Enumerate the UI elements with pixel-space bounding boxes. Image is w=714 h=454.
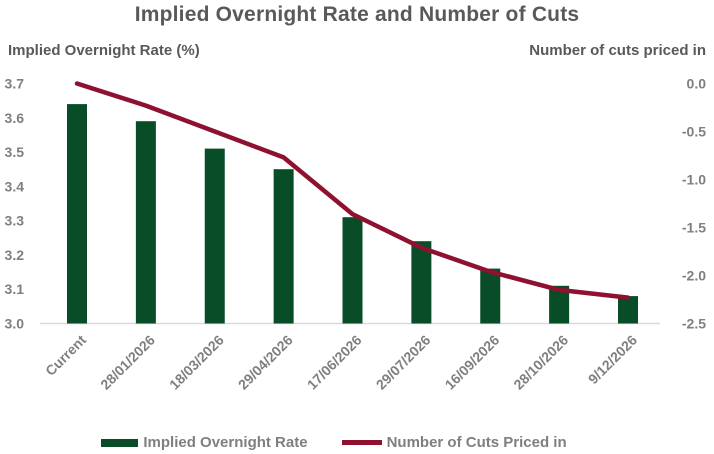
legend-item-bar-series: Implied Overnight Rate bbox=[101, 434, 308, 451]
right-axis-tick-label: -1.0 bbox=[682, 172, 706, 188]
bar bbox=[618, 296, 638, 324]
x-axis-label: 29/07/2026 bbox=[373, 332, 434, 393]
left-axis-tick-label: 3.6 bbox=[5, 110, 25, 126]
left-axis-tick-label: 3.7 bbox=[5, 76, 25, 92]
bar bbox=[549, 285, 570, 324]
chart-title: Implied Overnight Rate and Number of Cut… bbox=[134, 3, 580, 26]
left-axis-tick-label: 3.4 bbox=[5, 178, 25, 194]
line-series bbox=[74, 81, 631, 300]
right-axis-tick-label: -2.5 bbox=[682, 316, 706, 332]
right-axis-tick-label: -1.5 bbox=[682, 220, 706, 236]
left-axis-tick-label: 3.3 bbox=[5, 213, 25, 229]
x-axis-label: 18/03/2026 bbox=[166, 332, 227, 393]
bar bbox=[411, 241, 432, 324]
left-axis-tick-label: 3.2 bbox=[5, 247, 25, 263]
left-axis-title: Implied Overnight Rate (%) bbox=[8, 42, 200, 59]
right-axis-tick-label: -0.5 bbox=[682, 124, 706, 140]
right-axis-tick-label: 0.0 bbox=[687, 76, 707, 92]
legend-label-line-series: Number of Cuts Priced in bbox=[386, 434, 567, 451]
bar bbox=[204, 148, 225, 324]
bar bbox=[480, 268, 501, 324]
line-series-swatch bbox=[341, 440, 382, 445]
bar bbox=[67, 104, 87, 324]
bar-series-swatch bbox=[101, 438, 139, 447]
left-axis-tick-label: 3.1 bbox=[5, 281, 25, 297]
x-axis-label: 28/10/2026 bbox=[510, 332, 571, 393]
legend-item-line-series: Number of Cuts Priced in bbox=[341, 434, 567, 451]
x-axis-label: 9/12/2026 bbox=[585, 332, 641, 388]
bar bbox=[342, 217, 363, 324]
bar bbox=[135, 121, 156, 324]
left-axis-tick-label: 3.5 bbox=[5, 144, 25, 160]
x-axis-label: 16/09/2026 bbox=[442, 332, 503, 393]
left-axis-tick-label: 3.0 bbox=[5, 316, 25, 332]
right-axis-tick-label: -2.0 bbox=[682, 268, 706, 284]
x-axis-label: 29/04/2026 bbox=[235, 332, 296, 393]
x-axis-label: Current bbox=[42, 332, 89, 379]
right-axis-title: Number of cuts priced in bbox=[529, 42, 706, 59]
legend-label-bar-series: Implied Overnight Rate bbox=[143, 434, 308, 451]
legend: Implied Overnight Rate Number of Cuts Pr… bbox=[0, 434, 714, 451]
x-axis-label: 28/01/2026 bbox=[97, 332, 158, 393]
x-axis-label: 17/06/2026 bbox=[304, 332, 365, 393]
bar bbox=[273, 169, 294, 324]
